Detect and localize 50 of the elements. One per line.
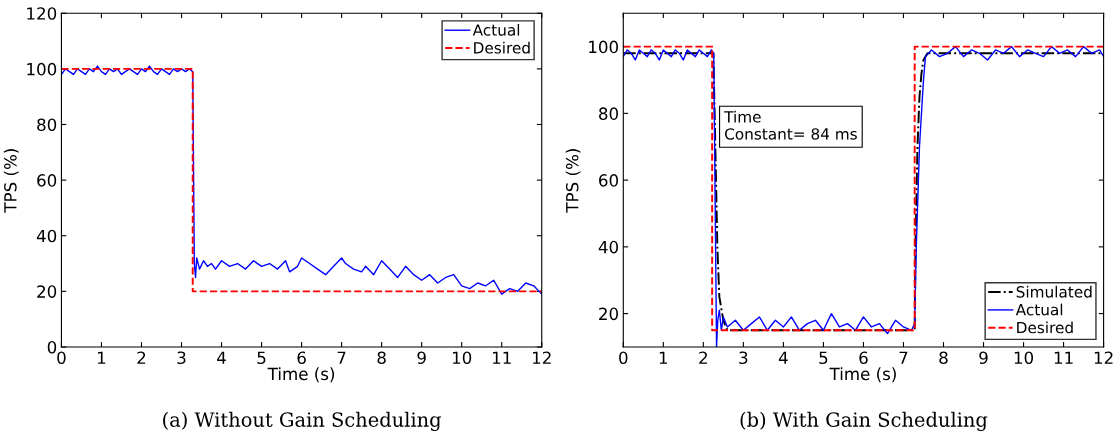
x-tick-label: 10 [1014,351,1034,365]
x-tick-label: 3 [739,351,748,365]
x-tick-label: 3 [177,351,186,365]
x-tick-label: 8 [377,351,386,365]
y-tick-label: 100 [27,62,57,76]
x-tick-label: 9 [979,351,988,365]
y-tick-label: 60 [599,174,619,187]
x-tick-label: 1 [659,351,668,364]
x-tick-label: 6 [859,351,868,365]
x-tick-label: 12 [532,351,551,364]
y-axis-title: TPS (%) [565,149,581,213]
y-tick-label: 120 [27,7,57,20]
y-tick-label: 0 [47,340,57,354]
y-tick-label: 80 [37,118,57,132]
annotation: Time Constant= 84 ms [724,110,857,140]
x-tick-label: 1 [97,351,106,364]
x-tick-label: 9 [417,351,426,365]
x-tick-label: 4 [778,351,788,364]
x-tick-label: 11 [492,351,511,364]
x-tick-label: 10 [452,351,472,365]
legend-label: Simulated [1016,285,1092,298]
y-tick-label: 20 [599,307,619,321]
y-axis-title: TPS (%) [3,149,19,213]
x-tick-label: 5 [257,351,266,365]
x-tick-label: 7 [337,351,346,364]
x-tick-label: 8 [939,351,948,365]
y-tick-label: 60 [37,174,57,187]
y-tick-label: 20 [37,285,57,298]
text: (a) Without Gain Scheduling [163,411,442,431]
x-tick-label: 0 [619,351,628,365]
x-tick-label: 4 [217,351,226,364]
x-tick-label: 5 [819,351,828,365]
x-tick-label: 2 [699,351,707,364]
y-tick-label: 40 [598,240,619,254]
legend-label: Desired [474,41,530,54]
x-tick-label: 12 [1094,351,1113,364]
y-tick-label: 100 [589,40,619,54]
x-tick-label: 2 [137,351,146,364]
x-tick-label: 0 [57,351,66,365]
y-tick-label: 80 [599,107,619,120]
legend-label: Desired [1017,321,1073,334]
legend-label: Actual [1015,303,1063,316]
x-tick-label: 7 [899,351,908,364]
x-tick-label: 6 [297,351,306,365]
text: (b) With Gain Scheduling [740,411,988,431]
legend-label: Actual [472,23,520,36]
x-axis-title: Time (s) [829,367,896,383]
x-axis-title: Time (s) [267,367,335,383]
y-tick-label: 40 [36,229,57,243]
x-tick-label: 11 [1054,351,1073,364]
